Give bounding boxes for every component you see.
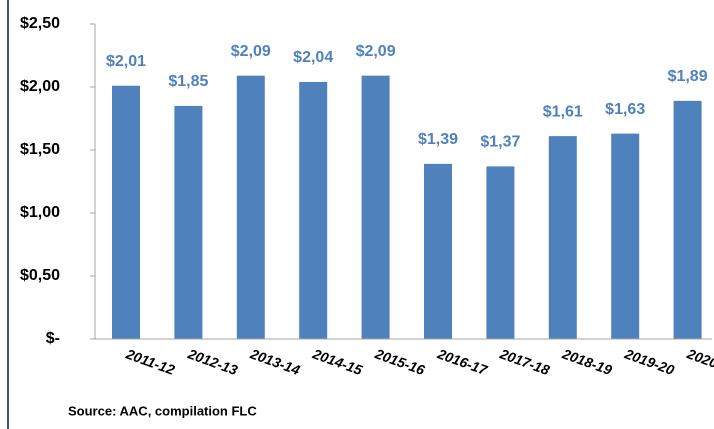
data-label: $1,63 — [605, 101, 645, 118]
y-tick-label: $1,50 — [20, 141, 60, 158]
data-label: $2,01 — [106, 53, 146, 70]
bar — [548, 136, 577, 339]
bar — [424, 163, 452, 339]
y-tick-label: $2,50 — [20, 15, 60, 32]
data-label: $1,61 — [543, 103, 583, 120]
y-tick-label: $0,50 — [20, 267, 60, 284]
x-tick-label: 2014-15 — [310, 345, 365, 378]
x-tick-label: 2013-14 — [247, 345, 302, 378]
data-label: $2,09 — [231, 43, 271, 60]
bar — [486, 166, 515, 339]
x-tick-label: 2016-17 — [435, 345, 491, 378]
data-label: $2,04 — [293, 49, 333, 66]
x-tick-label: 2020-21 — [684, 345, 714, 378]
source-note: Source: AAC, compilation FLC — [68, 403, 257, 418]
data-label: $1,39 — [418, 131, 458, 148]
y-tick-label: $- — [46, 330, 60, 347]
bar — [174, 105, 203, 340]
y-tick-label: $2,00 — [20, 78, 60, 95]
bar — [236, 75, 265, 339]
x-tick-label: 2015-16 — [372, 345, 427, 378]
data-label: $2,09 — [356, 43, 396, 60]
bar — [673, 100, 702, 339]
y-tick-label: $1,00 — [20, 204, 60, 221]
bar — [361, 75, 390, 339]
x-tick-label: 2017-18 — [497, 345, 552, 378]
x-tick-label: 2012-13 — [185, 345, 240, 378]
bar — [611, 133, 640, 339]
x-tick-label: 2011-12 — [123, 345, 177, 378]
data-label: $1,89 — [668, 68, 708, 85]
x-tick-label: 2019-20 — [622, 345, 677, 378]
data-label: $1,85 — [168, 73, 208, 90]
x-tick-label: 2018-19 — [559, 345, 614, 378]
data-label: $1,37 — [480, 134, 520, 151]
bar — [299, 81, 328, 340]
bar — [112, 85, 140, 340]
